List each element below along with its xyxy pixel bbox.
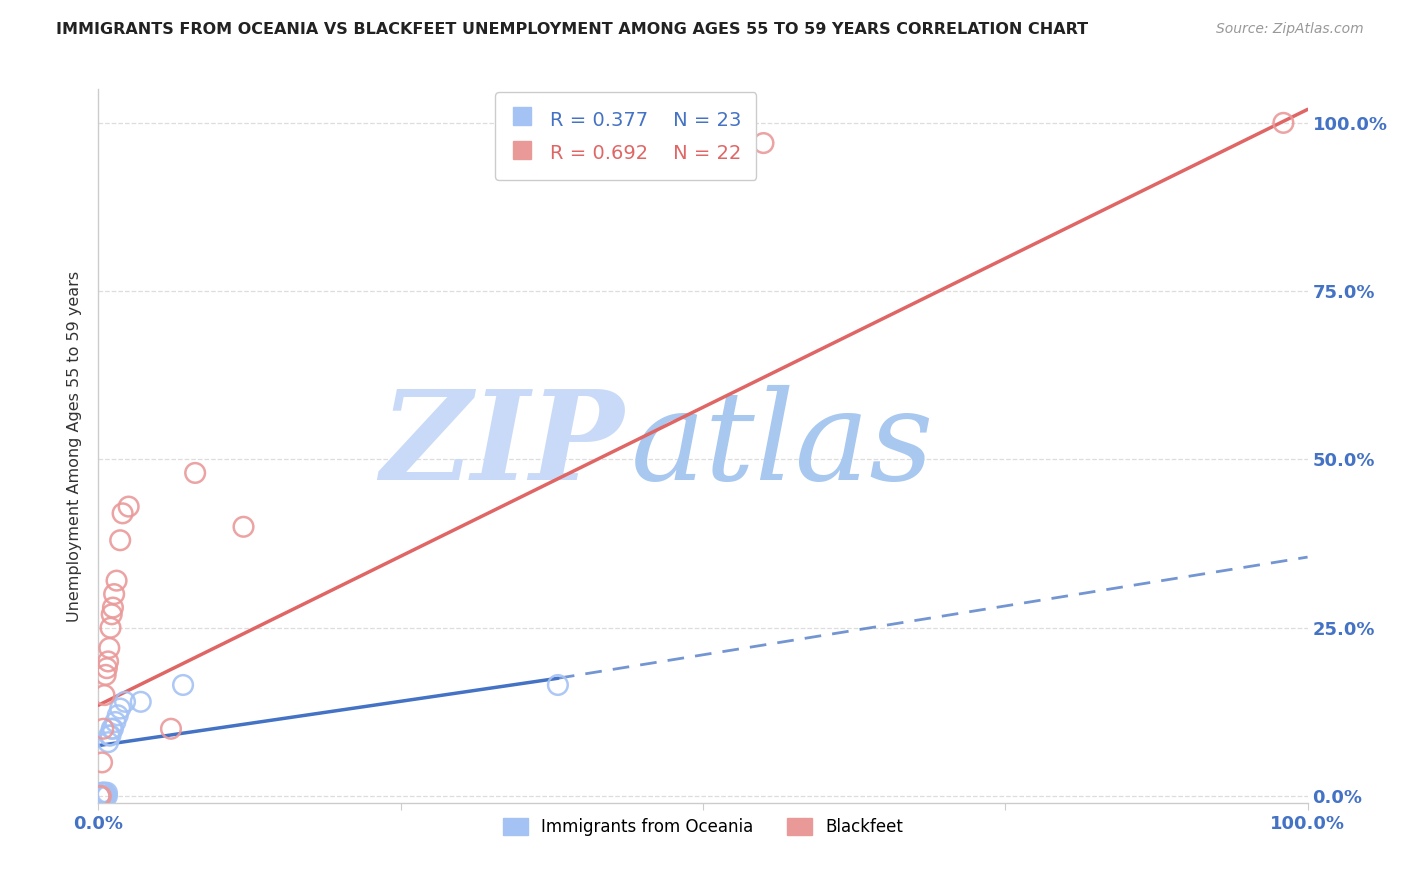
Point xyxy=(100,607,122,622)
Point xyxy=(100,621,122,635)
Point xyxy=(91,756,114,770)
Point xyxy=(118,500,141,514)
Point xyxy=(105,574,128,588)
Point xyxy=(107,708,129,723)
Point xyxy=(94,789,117,803)
Point xyxy=(1272,116,1295,130)
Point xyxy=(97,735,120,749)
Point xyxy=(89,789,111,803)
Point xyxy=(91,789,114,803)
Point xyxy=(93,688,115,702)
Point xyxy=(101,600,124,615)
Point xyxy=(100,729,122,743)
Point xyxy=(98,729,121,743)
Point xyxy=(100,722,122,736)
Point xyxy=(96,786,118,800)
Point xyxy=(160,722,183,736)
Text: ZIP: ZIP xyxy=(381,385,624,507)
Point xyxy=(98,640,121,655)
Point xyxy=(184,466,207,480)
Point xyxy=(94,668,117,682)
Text: atlas: atlas xyxy=(630,385,934,507)
Text: IMMIGRANTS FROM OCEANIA VS BLACKFEET UNEMPLOYMENT AMONG AGES 55 TO 59 YEARS CORR: IMMIGRANTS FROM OCEANIA VS BLACKFEET UNE… xyxy=(56,22,1088,37)
Point xyxy=(232,520,254,534)
Point xyxy=(91,786,114,800)
Point xyxy=(93,786,115,800)
Point xyxy=(101,722,124,736)
Point xyxy=(89,789,111,803)
Point xyxy=(97,655,120,669)
Point xyxy=(172,678,194,692)
Point xyxy=(91,789,114,803)
Point xyxy=(114,695,136,709)
Point xyxy=(96,661,118,675)
Y-axis label: Unemployment Among Ages 55 to 59 years: Unemployment Among Ages 55 to 59 years xyxy=(67,270,83,622)
Legend: Immigrants from Oceania, Blackfeet: Immigrants from Oceania, Blackfeet xyxy=(495,810,911,845)
Point xyxy=(108,701,131,715)
Point xyxy=(91,722,114,736)
Point xyxy=(103,587,125,601)
Point xyxy=(108,533,131,548)
Point xyxy=(90,789,112,803)
Point xyxy=(93,789,115,803)
Point xyxy=(104,714,127,729)
Point xyxy=(547,678,569,692)
Point xyxy=(96,789,118,803)
Point xyxy=(91,786,114,800)
Point xyxy=(752,136,775,150)
Text: Source: ZipAtlas.com: Source: ZipAtlas.com xyxy=(1216,22,1364,37)
Point xyxy=(111,506,134,520)
Point xyxy=(129,695,152,709)
Point xyxy=(90,789,112,803)
